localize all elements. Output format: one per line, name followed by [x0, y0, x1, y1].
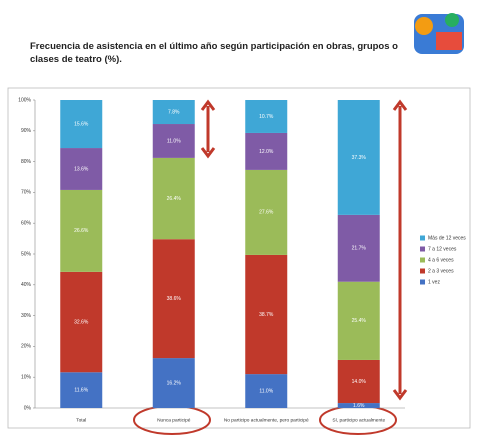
data-label: 14.0% — [352, 379, 367, 385]
y-tick-label: 30% — [21, 313, 32, 319]
bar-segment — [337, 214, 380, 282]
bar-segment — [337, 100, 380, 215]
y-tick-label: 100% — [18, 97, 31, 103]
legend-swatch — [420, 235, 425, 241]
data-label: 13.6% — [74, 166, 89, 172]
data-label: 21.7% — [352, 246, 367, 252]
bar-segment — [245, 254, 288, 375]
data-label: 32.6% — [74, 319, 89, 325]
data-label: 11.0% — [167, 138, 181, 144]
legend-label: 2 a 3 veces — [428, 268, 454, 274]
x-tick-label: Total — [76, 417, 86, 423]
bar-segment — [152, 124, 195, 158]
title-box: Frecuencia de asistencia en el último añ… — [30, 41, 398, 65]
y-tick-label: 10% — [21, 375, 32, 381]
y-tick-label: 40% — [21, 282, 32, 288]
data-label: 25.4% — [352, 318, 367, 324]
x-tick-label: No participo actualmente, pero participé — [224, 417, 309, 423]
bar-segment — [337, 403, 380, 408]
data-label: 26.6% — [74, 228, 89, 234]
bar-segment — [152, 358, 195, 408]
bar-segment — [245, 132, 288, 170]
data-label: 37.3% — [352, 155, 367, 161]
bar-segment — [337, 281, 380, 360]
bar-segment — [245, 169, 288, 255]
x-tick-label: Nunca participé — [157, 417, 191, 423]
data-label: 12.0% — [259, 149, 274, 155]
bar-segment — [60, 189, 103, 272]
bar-segment — [60, 271, 103, 373]
legend-label: Más de 12 veces — [428, 235, 466, 241]
bar-segment — [152, 157, 195, 240]
data-label: 16.2% — [167, 380, 182, 386]
data-label: 10.7% — [259, 114, 274, 120]
logo — [414, 13, 464, 54]
chart-title: Frecuencia de asistencia en el último añ… — [30, 41, 398, 65]
y-tick-label: 20% — [21, 344, 32, 350]
y-tick-label: 0% — [24, 405, 32, 411]
legend-label: 4 a 6 veces — [428, 257, 454, 263]
y-tick-label: 70% — [21, 190, 32, 196]
legend-swatch — [420, 257, 425, 263]
legend-swatch — [420, 279, 425, 285]
data-label: 11.0% — [259, 388, 273, 394]
bar-segment — [60, 100, 103, 149]
bar-segment — [245, 374, 288, 408]
data-label: 15.6% — [74, 121, 89, 127]
y-tick-label: 60% — [21, 221, 32, 227]
legend-label: 1 vez — [428, 279, 440, 285]
y-tick-label: 80% — [21, 159, 32, 165]
bar-segment — [152, 239, 195, 359]
data-label: 11.6% — [74, 387, 88, 393]
data-label: 38.7% — [259, 312, 274, 318]
y-tick-label: 50% — [21, 251, 32, 257]
data-label: 27.6% — [259, 210, 274, 216]
x-tick-label: Sí, participo actualmente — [332, 417, 385, 423]
data-label: 26.4% — [167, 196, 182, 202]
y-tick-label: 90% — [21, 128, 32, 134]
legend-swatch — [420, 246, 425, 252]
legend-swatch — [420, 268, 425, 274]
data-label: 1.6% — [353, 403, 365, 409]
legend-label: 7 a 12 veces — [428, 246, 457, 252]
data-label: 38.6% — [167, 296, 182, 302]
bar-segment — [60, 372, 103, 408]
bar-segment — [337, 359, 380, 404]
bar-segment — [245, 100, 288, 133]
data-label: 7.8% — [168, 109, 180, 115]
bar-segment — [152, 100, 195, 125]
bar-segment — [60, 148, 103, 190]
